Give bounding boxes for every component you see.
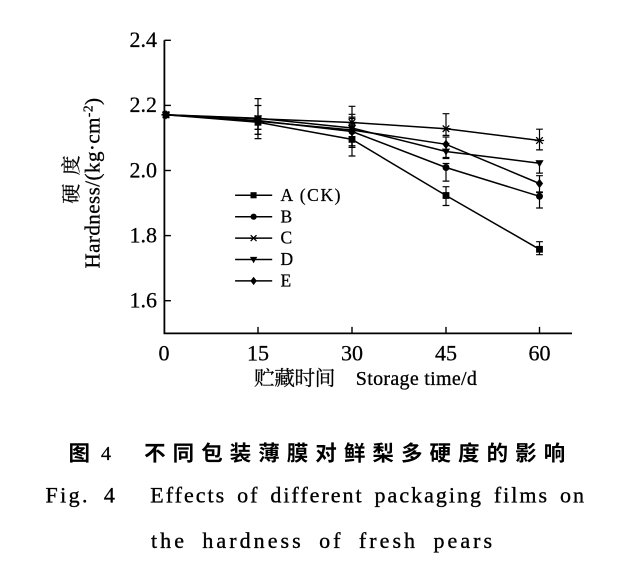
svg-text:Fig. 4: Fig. 4 — [46, 483, 118, 508]
svg-text:60: 60 — [529, 341, 551, 366]
svg-text:D: D — [281, 249, 295, 269]
svg-text:the hardness of fresh pears: the hardness of fresh pears — [151, 528, 495, 553]
svg-text:B: B — [281, 206, 294, 226]
svg-text:2.2: 2.2 — [130, 92, 158, 117]
svg-text:A (CK): A (CK) — [281, 185, 343, 205]
svg-text:Storage time/d: Storage time/d — [356, 368, 477, 390]
svg-text:2.4: 2.4 — [130, 27, 158, 52]
svg-text:1.8: 1.8 — [130, 222, 158, 247]
svg-text:0: 0 — [159, 341, 170, 366]
svg-text:15: 15 — [247, 341, 269, 366]
svg-text:45: 45 — [435, 341, 457, 366]
svg-text:E: E — [281, 271, 293, 291]
svg-text:Effects of different packaging: Effects of different packaging films on — [150, 483, 586, 508]
svg-text:2.0: 2.0 — [130, 157, 158, 182]
svg-text:C: C — [281, 228, 294, 248]
svg-text:Hardness/(kg·cm-2): Hardness/(kg·cm-2) — [81, 98, 105, 269]
svg-text:30: 30 — [341, 341, 363, 366]
svg-text:1.6: 1.6 — [130, 288, 158, 313]
svg-text:4: 4 — [101, 443, 111, 465]
